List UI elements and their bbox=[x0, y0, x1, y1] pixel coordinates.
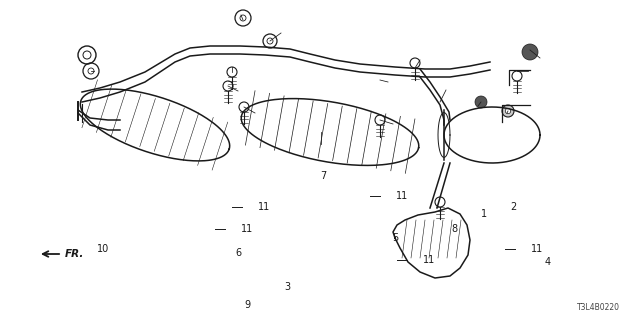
Text: 6: 6 bbox=[235, 248, 241, 258]
Circle shape bbox=[522, 44, 538, 60]
Text: 11: 11 bbox=[258, 202, 270, 212]
Text: T3L4B0220: T3L4B0220 bbox=[577, 303, 620, 312]
Text: 11: 11 bbox=[396, 191, 408, 201]
Circle shape bbox=[475, 96, 487, 108]
Circle shape bbox=[506, 108, 511, 114]
Text: 11: 11 bbox=[241, 224, 253, 234]
Circle shape bbox=[239, 102, 249, 112]
Text: 11: 11 bbox=[531, 244, 543, 254]
Text: 11: 11 bbox=[423, 255, 435, 265]
Text: 2: 2 bbox=[510, 202, 516, 212]
Text: FR.: FR. bbox=[65, 249, 84, 259]
Circle shape bbox=[512, 71, 522, 81]
Circle shape bbox=[502, 105, 514, 117]
Text: 3: 3 bbox=[284, 282, 290, 292]
Circle shape bbox=[227, 67, 237, 77]
Circle shape bbox=[223, 81, 233, 91]
Circle shape bbox=[435, 197, 445, 207]
Text: 8: 8 bbox=[451, 224, 457, 234]
Text: 7: 7 bbox=[320, 171, 326, 181]
Circle shape bbox=[375, 115, 385, 125]
Text: 5: 5 bbox=[392, 233, 398, 243]
Text: 4: 4 bbox=[545, 257, 551, 267]
Text: 10: 10 bbox=[97, 244, 109, 254]
Circle shape bbox=[410, 58, 420, 68]
Text: 1: 1 bbox=[481, 209, 487, 219]
Text: 9: 9 bbox=[244, 300, 250, 310]
